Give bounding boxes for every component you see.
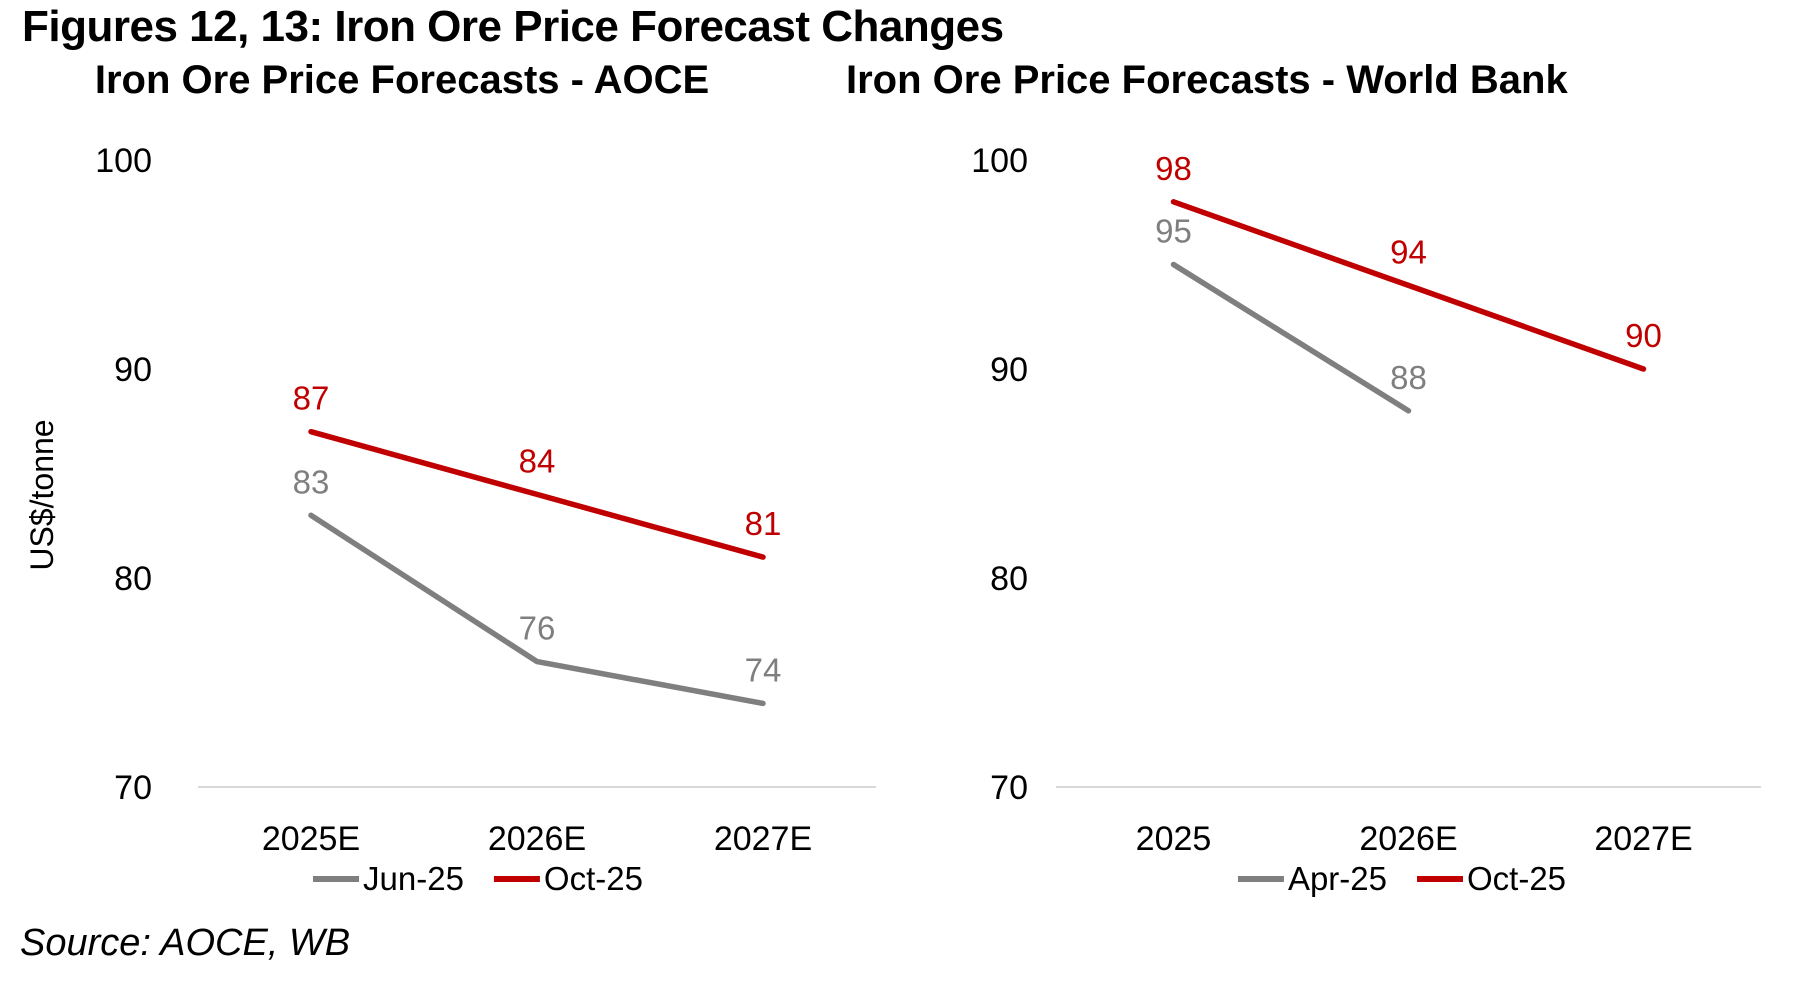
data-label: 95 [1155,213,1192,250]
y-tick-label: 70 [990,769,1028,807]
data-label: 88 [1390,359,1427,396]
data-label: 84 [519,442,556,479]
legend: Apr-25 Oct-25 [1237,860,1566,897]
legend-label: Jun-25 [363,860,464,897]
data-label: 76 [519,610,556,647]
y-tick-label: 80 [114,560,152,598]
legend-label: Oct-25 [544,860,643,897]
data-label: 74 [745,651,782,688]
source-note: Source: AOCE, WB [20,922,351,964]
data-label: 90 [1625,317,1662,354]
y-tick-label: 90 [114,351,152,389]
data-label: 94 [1390,233,1427,270]
y-tick-label: 100 [971,142,1028,180]
series-line-oct-25 [1170,199,1647,372]
y-tick-label: 90 [990,351,1028,389]
y-tick-label: 70 [114,769,152,807]
y-tick-label: 100 [95,142,152,180]
series-line-jun-25 [308,512,766,707]
series-line-oct-25 [308,428,766,560]
y-tick-label: 80 [990,560,1028,598]
legend-label: Apr-25 [1288,860,1387,897]
x-tick-label: 2027E [1594,820,1692,858]
data-label: 87 [293,380,330,417]
legend-label: Oct-25 [1467,860,1566,897]
x-tick-label: 2025 [1136,820,1212,858]
data-label: 81 [745,505,782,542]
data-label: 83 [293,463,330,500]
chart-title-aoce: Iron Ore Price Forecasts - AOCE [94,58,710,102]
x-tick-label: 2026E [1359,820,1457,858]
data-label: 98 [1155,150,1192,187]
x-tick-label: 2025E [262,820,360,858]
x-tick-label: 2026E [488,820,586,858]
figure-title: Figures 12, 13: Iron Ore Price Forecast … [22,2,1004,51]
legend: Jun-25 Oct-25 [313,860,643,897]
series-line-apr-25 [1170,261,1412,414]
chart-title-world-bank: Iron Ore Price Forecasts - World Bank [846,58,1568,102]
x-tick-label: 2027E [714,820,812,858]
